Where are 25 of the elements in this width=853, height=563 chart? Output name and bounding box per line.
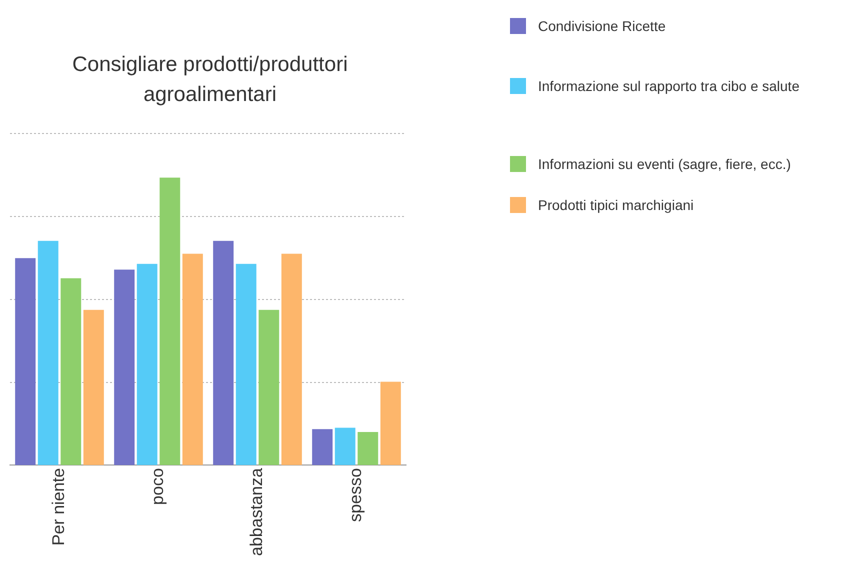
- bar: [213, 240, 234, 466]
- x-tick-label: Per niente: [49, 468, 68, 546]
- bar: [60, 278, 82, 466]
- bar: [15, 258, 36, 466]
- chart-title: Consigliare prodotti/produttori agroalimentari: [71, 52, 349, 108]
- x-tick-label: spesso: [346, 468, 366, 522]
- bar: [114, 270, 135, 466]
- x-tick-label: poco: [148, 468, 168, 505]
- bar: [281, 254, 302, 466]
- bar: [312, 429, 333, 466]
- bar: [160, 178, 180, 466]
- bar: [236, 264, 256, 466]
- bar: [182, 254, 203, 466]
- bar: [136, 264, 158, 466]
- bar: [380, 382, 401, 466]
- legend-label: Informazioni su eventi (sagre, fiere, ecc.): [538, 156, 791, 172]
- bar: [334, 428, 356, 466]
- x-tick-label: abbastanza: [247, 468, 266, 556]
- bar: [358, 432, 378, 466]
- legend-label: Condivisione Ricette: [538, 18, 666, 34]
- bar: [38, 240, 58, 466]
- legend-label: Prodotti tipici marchigiani: [538, 197, 694, 213]
- bar: [83, 310, 104, 466]
- legend-label: Informazione sul rapporto tra cibo e salute: [538, 78, 800, 94]
- bar: [258, 310, 280, 466]
